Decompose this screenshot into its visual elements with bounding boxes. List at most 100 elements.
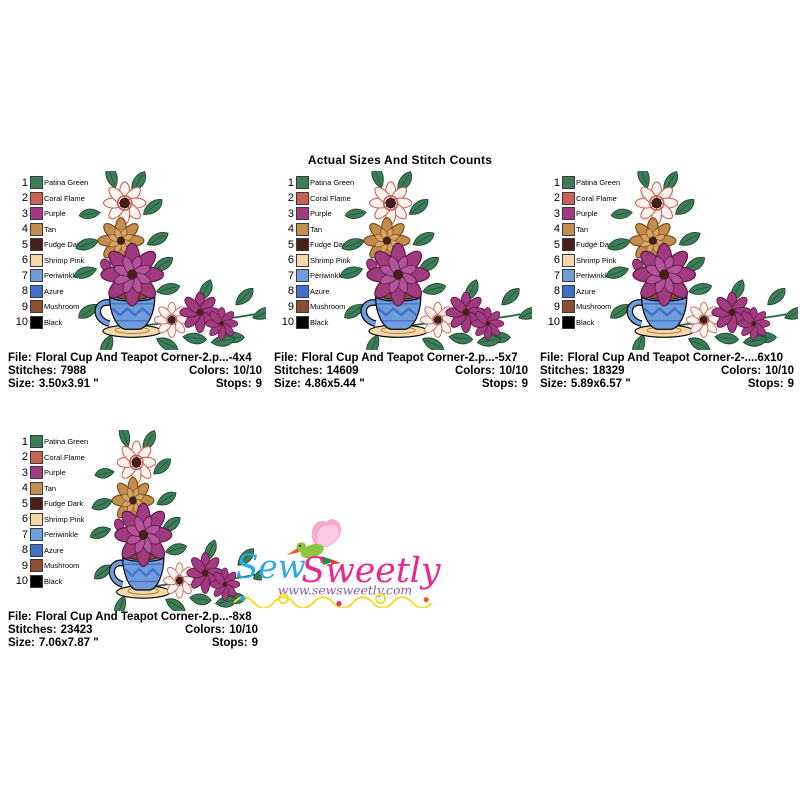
- size-line: Size: 4.86x5.44 " Stops: 9: [274, 378, 528, 391]
- size-value: 5.89x6.57 ": [570, 378, 631, 390]
- thread-number: 7: [21, 269, 28, 282]
- design-info: File: Floral Cup And Teapot Corner-2.p...…: [8, 352, 262, 391]
- thread-name: Black: [44, 576, 63, 586]
- thread-number: 6: [21, 513, 28, 525]
- legend-row: 3 Purple: [12, 207, 88, 220]
- legend-row: 6 Shrimp Pink: [544, 253, 620, 267]
- legend-row: 9 Mushroom: [12, 300, 88, 313]
- size-label: Size:: [8, 637, 35, 649]
- legend-row: 6 Shrimp Pink: [278, 253, 354, 267]
- logo-url: www.sewsweetly.com: [278, 584, 412, 598]
- color-swatch: [296, 269, 309, 282]
- file-name: Floral Cup And Teapot Corner-2.p...-8x8: [35, 611, 252, 623]
- legend-row: 4 Tan: [544, 222, 620, 236]
- color-swatch: [30, 269, 43, 282]
- colors-label: Colors:: [184, 624, 226, 636]
- thread-number: 6: [553, 254, 560, 266]
- logo-word-sew: Sew: [236, 548, 306, 586]
- thread-name: Azure: [310, 286, 330, 296]
- stitches-line: Stitches: 14609 Colors: 10/10: [274, 365, 528, 378]
- thread-name: Shrimp Pink: [576, 255, 617, 265]
- thread-number: 4: [287, 223, 294, 235]
- thread-number: 1: [21, 176, 28, 189]
- file-name: Floral Cup And Teapot Corner-2.p...-5x7: [301, 352, 518, 364]
- legend-row: 9 Mushroom: [12, 559, 88, 572]
- legend-row: 6 Shrimp Pink: [12, 253, 88, 267]
- thread-number: 10: [15, 575, 28, 587]
- size-value: 7.06x7.87 ": [38, 637, 99, 649]
- size-panel-5x7: 1 Patina Green 2 Coral Flame 3 Purple 4 Tan …: [274, 171, 530, 403]
- thread-name: Periwinkle: [44, 530, 79, 539]
- thread-name: Periwinkle: [576, 271, 611, 280]
- thread-name: Shrimp Pink: [310, 255, 351, 265]
- legend-row: 8 Azure: [278, 284, 354, 298]
- color-swatch: [30, 497, 43, 510]
- thread-number: 1: [287, 176, 294, 189]
- thread-name: Coral Flame: [44, 193, 85, 203]
- file-line: File: Floral Cup And Teapot Corner-2.p...…: [8, 352, 262, 365]
- thread-name: Patina Green: [310, 178, 355, 187]
- color-swatch: [30, 176, 43, 189]
- size-panel-6x10: 1 Patina Green 2 Coral Flame 3 Purple 4 Tan …: [540, 171, 796, 403]
- file-label: File:: [274, 352, 298, 364]
- legend-row: 7 Periwinkle: [278, 269, 354, 282]
- thread-name: Black: [44, 317, 63, 327]
- color-swatch: [30, 191, 43, 205]
- stops-label: Stops:: [211, 637, 248, 649]
- color-swatch: [296, 284, 309, 298]
- color-swatch: [30, 315, 43, 329]
- stops-value: 9: [787, 378, 794, 390]
- color-swatch: [296, 207, 309, 220]
- stitches-label: Stitches:: [8, 365, 57, 377]
- color-swatch: [30, 435, 43, 448]
- thread-name: Azure: [44, 286, 64, 296]
- legend-row: 3 Purple: [278, 207, 354, 220]
- file-line: File: Floral Cup And Teapot Corner-2-....…: [540, 352, 794, 365]
- color-swatch: [30, 559, 43, 572]
- colors-value: 10/10: [765, 365, 794, 377]
- thread-name: Purple: [576, 209, 598, 218]
- color-swatch: [562, 253, 575, 267]
- stitches-value: 14609: [326, 365, 359, 377]
- thread-name: Purple: [44, 209, 66, 218]
- file-label: File:: [540, 352, 564, 364]
- stitches-label: Stitches:: [274, 365, 323, 377]
- stops-label: Stops:: [481, 378, 518, 390]
- colors-value: 10/10: [233, 365, 262, 377]
- color-swatch: [30, 284, 43, 298]
- squiggle-underline: [233, 593, 433, 608]
- thread-name: Mushroom: [44, 302, 80, 311]
- stitches-value: 23423: [60, 624, 93, 636]
- thread-number: 5: [287, 238, 294, 251]
- embroidery-design-preview: [70, 171, 266, 350]
- legend-row: 3 Purple: [544, 207, 620, 220]
- thread-name: Patina Green: [44, 437, 89, 446]
- color-swatch: [562, 284, 575, 298]
- thread-number: 3: [553, 207, 560, 220]
- colors-value: 10/10: [229, 624, 258, 636]
- thread-number: 7: [287, 269, 294, 282]
- thread-number: 10: [547, 316, 560, 328]
- thread-number: 5: [553, 238, 560, 251]
- thread-number: 9: [21, 559, 28, 572]
- thread-name: Tan: [310, 224, 323, 234]
- legend-row: 2 Coral Flame: [278, 191, 354, 205]
- color-swatch: [30, 300, 43, 313]
- embroidery-design-preview: [336, 171, 532, 350]
- thread-name: Coral Flame: [44, 452, 85, 462]
- thread-name: Mushroom: [576, 302, 612, 311]
- thread-number: 3: [287, 207, 294, 220]
- thread-name: Black: [576, 317, 595, 327]
- thread-number: 10: [15, 316, 28, 328]
- color-swatch: [30, 574, 43, 588]
- color-swatch: [30, 253, 43, 267]
- embroidery-design-preview: [602, 171, 798, 350]
- color-swatch: [30, 222, 43, 236]
- file-name: Floral Cup And Teapot Corner-2-....6x10: [567, 352, 783, 364]
- stops-value: 9: [255, 378, 262, 390]
- thread-color-legend: 1 Patina Green 2 Coral Flame 3 Purple 4 Tan …: [278, 176, 354, 331]
- thread-number: 8: [287, 285, 294, 297]
- stitches-line: Stitches: 23423 Colors: 10/10: [8, 624, 258, 637]
- legend-row: 1 Patina Green: [12, 176, 88, 189]
- stops-value: 9: [251, 637, 258, 649]
